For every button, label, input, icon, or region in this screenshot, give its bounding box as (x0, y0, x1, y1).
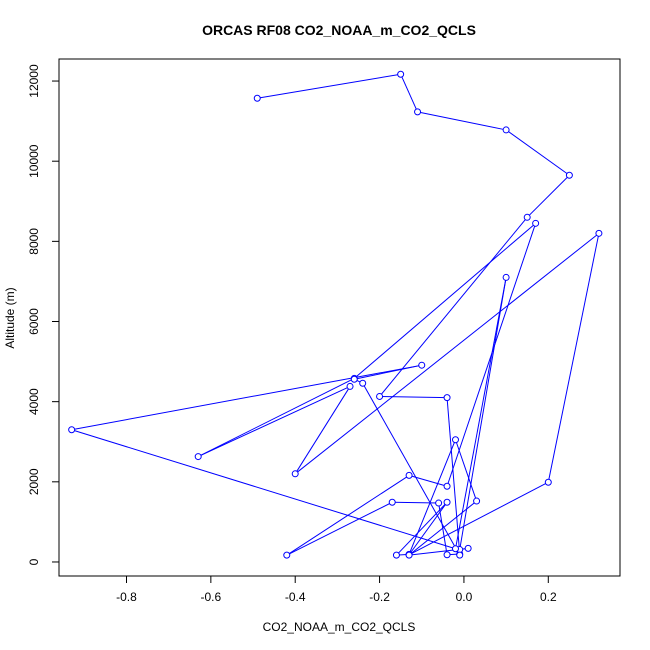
series-line-segment (408, 500, 477, 556)
data-point (418, 361, 426, 369)
series-line-segment (396, 501, 448, 556)
data-point (443, 394, 451, 402)
data-point (359, 379, 367, 387)
data-point (565, 171, 573, 179)
y-axis-label: Altitude (m) (3, 287, 17, 348)
series-line-segment (408, 501, 448, 556)
x-tick-label: -0.8 (116, 590, 137, 604)
x-axis: -0.8 -0.6 -0.4 -0.2 0.0 0.2 (116, 575, 557, 604)
series-line-segment (400, 74, 418, 113)
y-tick-label: 2000 (27, 468, 41, 495)
y-tick-label: 10000 (27, 144, 41, 178)
data-series-lines (71, 73, 600, 556)
x-tick-label: -0.4 (285, 590, 306, 604)
y-tick-label: 0 (27, 558, 41, 565)
data-point (523, 213, 531, 221)
x-tick-label: -0.2 (369, 590, 390, 604)
data-point (456, 551, 464, 559)
data-point (253, 94, 261, 102)
series-line-segment (547, 233, 600, 483)
series-line-segment (353, 222, 536, 379)
data-point (405, 471, 413, 479)
data-point (405, 551, 413, 559)
chart-title: ORCAS RF08 CO2_NOAA_m_CO2_QCLS (202, 22, 476, 38)
data-point (502, 126, 510, 134)
data-point (194, 453, 202, 461)
series-line-segment (286, 501, 393, 556)
series-line-segment (526, 174, 570, 218)
series-line-segment (438, 502, 448, 555)
series-line-segment (408, 439, 456, 555)
y-tick-label: 12000 (27, 64, 41, 98)
data-point (464, 544, 472, 552)
series-line-segment (197, 385, 351, 458)
data-point (473, 497, 481, 505)
series-line-segment (379, 216, 528, 397)
series-line-segment (392, 501, 439, 504)
series-line-segment (197, 377, 355, 458)
data-point (502, 273, 510, 281)
y-tick-label: 4000 (27, 388, 41, 415)
data-point (397, 70, 405, 78)
series-line-segment (455, 439, 478, 502)
data-point (376, 392, 384, 400)
series-line-segment (408, 481, 549, 556)
data-point (435, 499, 443, 507)
data-point (291, 470, 299, 478)
data-point (68, 426, 76, 434)
series-line-segment (379, 395, 448, 399)
data-point (388, 498, 396, 506)
series-line-segment (505, 129, 570, 176)
data-point (443, 498, 451, 506)
series-line-segment (459, 277, 507, 550)
series-line-segment (71, 364, 422, 431)
x-tick-label: 0.2 (540, 590, 557, 604)
data-point (451, 436, 459, 444)
x-tick-label: -0.6 (201, 590, 222, 604)
data-point (451, 545, 459, 553)
series-line-segment (417, 111, 507, 131)
data-point (350, 375, 358, 383)
series-line-segment (71, 429, 456, 550)
series-line-segment (294, 232, 600, 475)
data-point (532, 219, 540, 227)
data-series-points (68, 70, 603, 559)
data-point (414, 108, 422, 116)
series-line-segment (408, 474, 448, 487)
series-line-segment (257, 73, 401, 99)
plot-area-border (58, 58, 621, 577)
data-point (443, 482, 451, 490)
series-line-segment (455, 277, 507, 549)
y-tick-label: 6000 (27, 308, 41, 335)
x-axis-label: CO2_NOAA_m_CO2_QCLS (263, 620, 416, 634)
data-point (346, 382, 354, 390)
x-tick-label: 0.0 (456, 590, 473, 604)
data-point (544, 478, 552, 486)
series-line-segment (362, 382, 461, 556)
data-point (595, 229, 603, 237)
series-line-segment (354, 364, 422, 380)
data-point (392, 551, 400, 559)
data-point (443, 551, 451, 559)
y-axis: 0 2000 4000 6000 8000 10000 12000 (27, 64, 60, 565)
series-line-segment (294, 386, 351, 475)
data-point (283, 551, 291, 559)
series-line-segment (446, 397, 461, 554)
y-tick-label: 8000 (27, 228, 41, 255)
